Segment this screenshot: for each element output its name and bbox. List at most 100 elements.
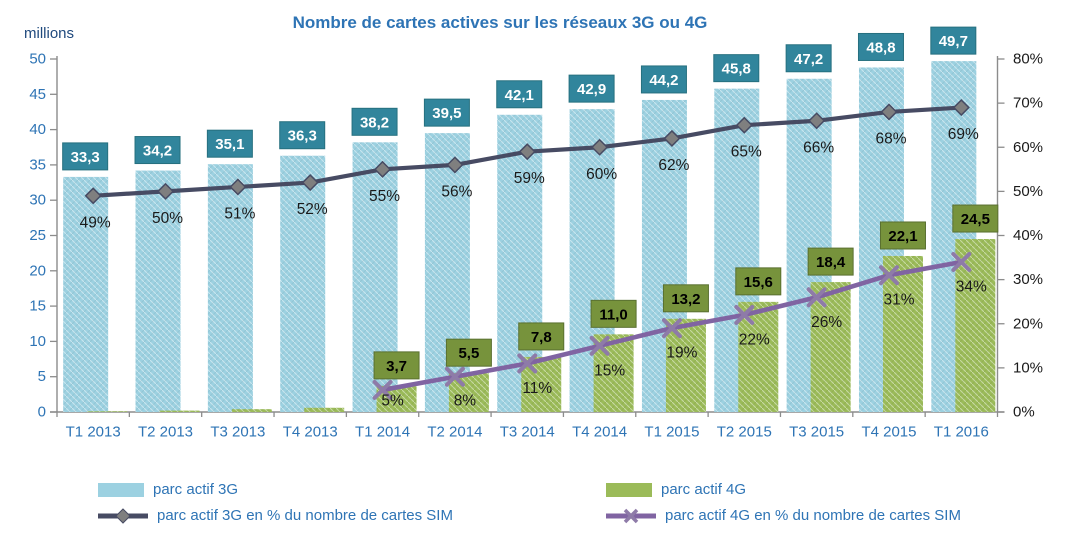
y-tick-label-left-2: 10 xyxy=(29,333,46,350)
svg-text:24,5: 24,5 xyxy=(961,211,990,228)
y-tick-label-left-7: 35 xyxy=(29,156,46,173)
y-tick-label-right-3: 30% xyxy=(1013,271,1043,288)
svg-text:3,7: 3,7 xyxy=(386,358,407,375)
x-category-label-3: T4 2013 xyxy=(283,424,338,441)
pct-label-3g-4: 55% xyxy=(369,188,400,205)
svg-text:33,3: 33,3 xyxy=(71,149,100,166)
pct-label-4g-6: 11% xyxy=(522,380,552,397)
marker-3g-diamond-8 xyxy=(663,129,681,147)
pct-label-4g-7: 15% xyxy=(594,362,625,379)
pct-label-3g-3: 52% xyxy=(297,201,328,218)
x-category-label-7: T4 2014 xyxy=(572,424,627,441)
svg-text:22,1: 22,1 xyxy=(888,228,917,245)
bar-3g-2 xyxy=(207,164,253,412)
bar-4g-12 xyxy=(955,239,996,412)
svg-text:35,1: 35,1 xyxy=(215,136,244,153)
y-tick-label-right-1: 10% xyxy=(1013,359,1043,376)
marker-3g-diamond-11 xyxy=(880,103,898,121)
legend-right-column: parc actif 4G parc actif 4G en % du nomb… xyxy=(604,479,961,526)
pct-label-3g-7: 60% xyxy=(586,166,617,183)
svg-text:39,5: 39,5 xyxy=(432,105,461,122)
svg-text:42,9: 42,9 xyxy=(577,81,606,98)
bar-label-3g-7 xyxy=(568,74,615,103)
marker-3g-diamond-12 xyxy=(952,98,970,117)
bar-3g-1 xyxy=(135,170,181,412)
pct-label-3g-1: 50% xyxy=(152,210,183,227)
y-tick-label-left-3: 15 xyxy=(29,298,46,315)
bar-label-4g-12 xyxy=(952,204,999,233)
bar-label-4g-8 xyxy=(662,284,709,313)
marker-4g-x-9 xyxy=(734,304,755,325)
legend-swatch-3g-bar xyxy=(98,482,144,497)
pct-label-4g-12: 34% xyxy=(956,278,987,295)
bar-label-4g-10 xyxy=(807,247,854,276)
legend-label-3g-line: parc actif 3G en % du nombre de cartes S… xyxy=(157,507,453,524)
pct-label-3g-2: 51% xyxy=(224,205,255,222)
y-tick-label-right-2: 20% xyxy=(1013,315,1043,332)
marker-3g-diamond-5 xyxy=(446,156,464,174)
y-tick-label-left-9: 45 xyxy=(29,86,46,103)
svg-text:7,8: 7,8 xyxy=(531,329,552,346)
bar-label-3g-5 xyxy=(423,98,470,127)
marker-4g-x-11 xyxy=(878,265,899,286)
pct-label-3g-12: 69% xyxy=(948,126,979,143)
svg-text:44,2: 44,2 xyxy=(649,72,678,89)
legend-label-3g-bars: parc actif 3G xyxy=(153,481,239,498)
y-tick-label-right-7: 70% xyxy=(1013,95,1043,112)
y-tick-label-right-6: 60% xyxy=(1013,139,1043,156)
bar-label-4g-7 xyxy=(590,299,637,328)
pct-label-3g-9: 65% xyxy=(731,144,762,161)
pct-label-3g-11: 68% xyxy=(875,130,906,147)
bar-4g-2 xyxy=(231,409,272,412)
y-tick-label-right-4: 40% xyxy=(1013,227,1043,244)
marker-3g-diamond-6 xyxy=(518,143,536,161)
bar-label-3g-12 xyxy=(930,26,977,55)
bar-4g-1 xyxy=(159,410,200,412)
svg-text:38,2: 38,2 xyxy=(360,114,389,131)
bar-label-3g-2 xyxy=(206,129,253,158)
marker-4g-x-12 xyxy=(951,251,972,272)
svg-text:13,2: 13,2 xyxy=(671,291,700,308)
y-tick-label-left-6: 30 xyxy=(29,192,46,209)
bar-label-3g-8 xyxy=(640,65,687,94)
x-category-label-12: T1 2016 xyxy=(934,424,989,441)
bar-3g-3 xyxy=(280,155,326,413)
pct-label-4g-9: 22% xyxy=(739,331,770,348)
bar-4g-8 xyxy=(665,318,706,412)
bar-label-3g-9 xyxy=(713,54,760,83)
x-category-label-11: T4 2015 xyxy=(861,424,916,441)
y-tick-label-left-5: 25 xyxy=(29,227,46,244)
marker-3g-diamond-0 xyxy=(84,187,102,205)
svg-text:42,1: 42,1 xyxy=(505,87,534,104)
legend-swatch-4g-line xyxy=(606,508,656,523)
x-category-label-8: T1 2015 xyxy=(644,424,699,441)
bar-label-3g-1 xyxy=(134,136,181,165)
legend-swatch-3g-line xyxy=(98,507,148,524)
legend-item-3g-bars: parc actif 3G xyxy=(96,479,453,500)
x-category-label-0: T1 2013 xyxy=(66,424,121,441)
x-category-label-6: T3 2014 xyxy=(500,424,555,441)
y-tick-label-left-10: 50 xyxy=(29,51,46,68)
svg-text:48,8: 48,8 xyxy=(866,39,895,56)
marker-4g-x-6 xyxy=(517,353,538,374)
y-tick-label-right-5: 50% xyxy=(1013,183,1043,200)
x-category-label-10: T3 2015 xyxy=(789,424,844,441)
marker-4g-x-4 xyxy=(372,379,393,400)
bar-4g-3 xyxy=(304,407,345,412)
y-tick-label-left-8: 40 xyxy=(29,121,46,138)
y-tick-label-left-0: 0 xyxy=(38,404,46,421)
svg-text:5,5: 5,5 xyxy=(458,345,479,362)
bar-label-3g-4 xyxy=(351,107,398,136)
marker-3g-diamond-7 xyxy=(591,138,609,156)
pct-label-4g-8: 19% xyxy=(666,345,697,362)
bar-4g-11 xyxy=(882,255,923,412)
chart-plot-area: 0 5 10 15 20 25 30 35 40 45 50 0% 10% 20% 30% 40% 50% 60%… xyxy=(29,26,1043,441)
bar-label-3g-10 xyxy=(785,44,832,73)
marker-3g-diamond-9 xyxy=(735,116,753,134)
pct-label-3g-8: 62% xyxy=(658,157,689,174)
marker-4g-x-10 xyxy=(806,287,827,308)
x-category-label-5: T2 2014 xyxy=(427,424,482,441)
svg-text:47,2: 47,2 xyxy=(794,51,823,68)
pct-label-3g-0: 49% xyxy=(80,214,111,231)
bar-label-3g-0 xyxy=(62,142,109,171)
